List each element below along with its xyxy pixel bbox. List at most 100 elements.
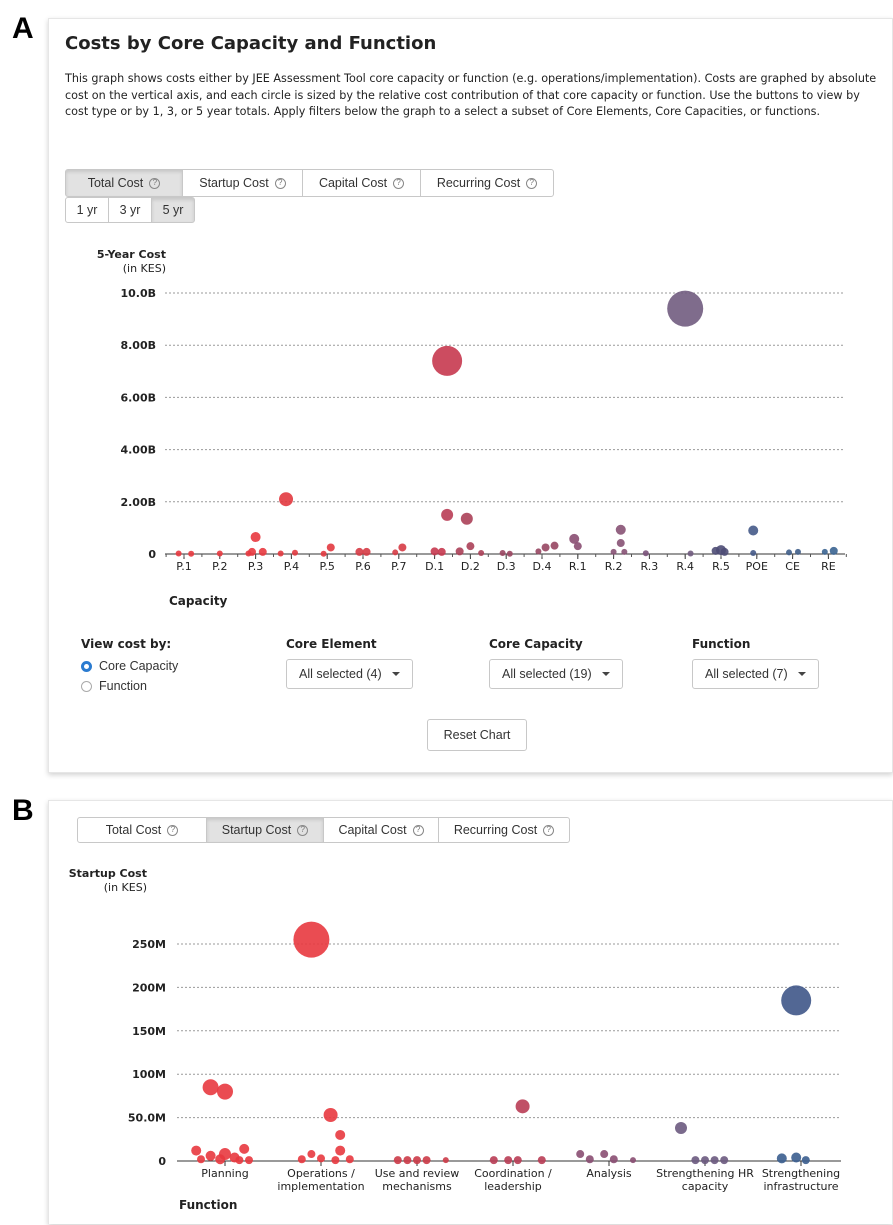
- data-point[interactable]: [392, 549, 399, 556]
- data-point[interactable]: [202, 1079, 219, 1096]
- help-icon[interactable]: ?: [412, 824, 424, 836]
- help-icon[interactable]: ?: [393, 177, 405, 189]
- data-point[interactable]: [355, 547, 364, 556]
- data-point[interactable]: [422, 1156, 431, 1165]
- data-point[interactable]: [576, 1150, 585, 1159]
- data-point[interactable]: [175, 550, 182, 557]
- data-point[interactable]: [720, 547, 729, 556]
- data-point[interactable]: [291, 549, 298, 556]
- help-icon[interactable]: ?: [297, 824, 309, 836]
- tab-recurring-cost[interactable]: Recurring Cost?: [420, 169, 554, 197]
- data-point[interactable]: [205, 1150, 216, 1161]
- year-tab-5-yr[interactable]: 5 yr: [151, 197, 195, 223]
- data-point[interactable]: [585, 1155, 594, 1164]
- help-icon[interactable]: ?: [167, 824, 179, 836]
- data-point[interactable]: [335, 1129, 346, 1140]
- data-point[interactable]: [277, 550, 284, 557]
- data-point[interactable]: [245, 550, 252, 557]
- data-point[interactable]: [573, 542, 582, 551]
- data-point[interactable]: [781, 985, 812, 1016]
- core-capacity-dropdown[interactable]: All selected (19): [489, 659, 623, 689]
- data-point[interactable]: [675, 1122, 687, 1135]
- data-point[interactable]: [413, 1156, 421, 1165]
- data-point[interactable]: [515, 1099, 530, 1114]
- data-point[interactable]: [691, 1156, 700, 1165]
- tab-b-capital-cost[interactable]: Capital Cost?: [323, 817, 439, 843]
- data-point[interactable]: [801, 1156, 810, 1165]
- data-point[interactable]: [239, 1143, 250, 1154]
- data-point[interactable]: [720, 1156, 729, 1165]
- data-point[interactable]: [535, 548, 542, 555]
- data-point[interactable]: [293, 921, 330, 958]
- help-icon[interactable]: ?: [543, 824, 555, 836]
- data-point[interactable]: [455, 547, 464, 556]
- data-point[interactable]: [642, 550, 649, 557]
- tab-startup-cost[interactable]: Startup Cost?: [182, 169, 303, 197]
- data-point[interactable]: [616, 539, 625, 548]
- data-point[interactable]: [430, 547, 439, 556]
- data-point[interactable]: [569, 533, 580, 544]
- data-point[interactable]: [250, 532, 261, 543]
- data-point[interactable]: [441, 508, 454, 521]
- data-point[interactable]: [235, 1156, 244, 1165]
- data-point[interactable]: [279, 492, 294, 507]
- help-icon[interactable]: ?: [149, 177, 161, 189]
- function-dropdown[interactable]: All selected (7): [692, 659, 819, 689]
- data-point[interactable]: [499, 549, 506, 556]
- data-point[interactable]: [748, 525, 759, 536]
- data-point[interactable]: [191, 1145, 202, 1156]
- data-point[interactable]: [489, 1156, 498, 1165]
- data-point[interactable]: [504, 1156, 513, 1165]
- reset-chart-button[interactable]: Reset Chart: [427, 719, 527, 751]
- data-point[interactable]: [188, 550, 195, 557]
- data-point[interactable]: [466, 542, 475, 551]
- data-point[interactable]: [610, 548, 617, 555]
- data-point[interactable]: [687, 550, 694, 557]
- data-point[interactable]: [478, 549, 485, 556]
- core-element-dropdown[interactable]: All selected (4): [286, 659, 413, 689]
- data-point[interactable]: [442, 1157, 449, 1164]
- data-point[interactable]: [245, 1156, 253, 1165]
- data-point[interactable]: [215, 1154, 226, 1165]
- radio-unselected-icon[interactable]: [81, 680, 92, 692]
- data-point[interactable]: [541, 543, 550, 552]
- data-point[interactable]: [335, 1145, 346, 1156]
- data-point[interactable]: [621, 548, 628, 555]
- data-point[interactable]: [297, 1155, 306, 1164]
- data-point[interactable]: [345, 1155, 354, 1164]
- data-point[interactable]: [630, 1157, 636, 1164]
- data-point[interactable]: [320, 550, 327, 557]
- radio-selected-icon[interactable]: [81, 660, 92, 672]
- tab-capital-cost[interactable]: Capital Cost?: [302, 169, 421, 197]
- data-point[interactable]: [791, 1152, 802, 1163]
- data-point[interactable]: [537, 1156, 546, 1165]
- data-point[interactable]: [217, 1083, 233, 1100]
- data-point[interactable]: [776, 1153, 787, 1164]
- help-icon[interactable]: ?: [526, 177, 538, 189]
- data-point[interactable]: [710, 1156, 719, 1165]
- data-point[interactable]: [600, 1150, 609, 1159]
- tab-b-startup-cost[interactable]: Startup Cost?: [206, 817, 324, 843]
- data-point[interactable]: [307, 1150, 316, 1159]
- data-point[interactable]: [331, 1156, 340, 1165]
- data-point[interactable]: [821, 548, 828, 555]
- data-point[interactable]: [437, 547, 446, 556]
- data-point[interactable]: [326, 543, 335, 552]
- data-point[interactable]: [317, 1154, 325, 1163]
- data-point[interactable]: [667, 290, 704, 327]
- radio-core-capacity[interactable]: Core Capacity: [81, 659, 178, 673]
- data-point[interactable]: [398, 543, 407, 552]
- data-point[interactable]: [432, 345, 463, 376]
- data-point[interactable]: [513, 1156, 522, 1165]
- data-point[interactable]: [393, 1156, 402, 1165]
- data-point[interactable]: [403, 1156, 412, 1165]
- tab-b-total-cost[interactable]: Total Cost?: [77, 817, 207, 843]
- data-point[interactable]: [609, 1155, 618, 1164]
- help-icon[interactable]: ?: [274, 177, 286, 189]
- data-point[interactable]: [197, 1155, 205, 1164]
- data-point[interactable]: [786, 549, 793, 556]
- data-point[interactable]: [615, 524, 626, 535]
- radio-function[interactable]: Function: [81, 679, 178, 693]
- data-point[interactable]: [216, 550, 223, 557]
- data-point[interactable]: [550, 541, 559, 550]
